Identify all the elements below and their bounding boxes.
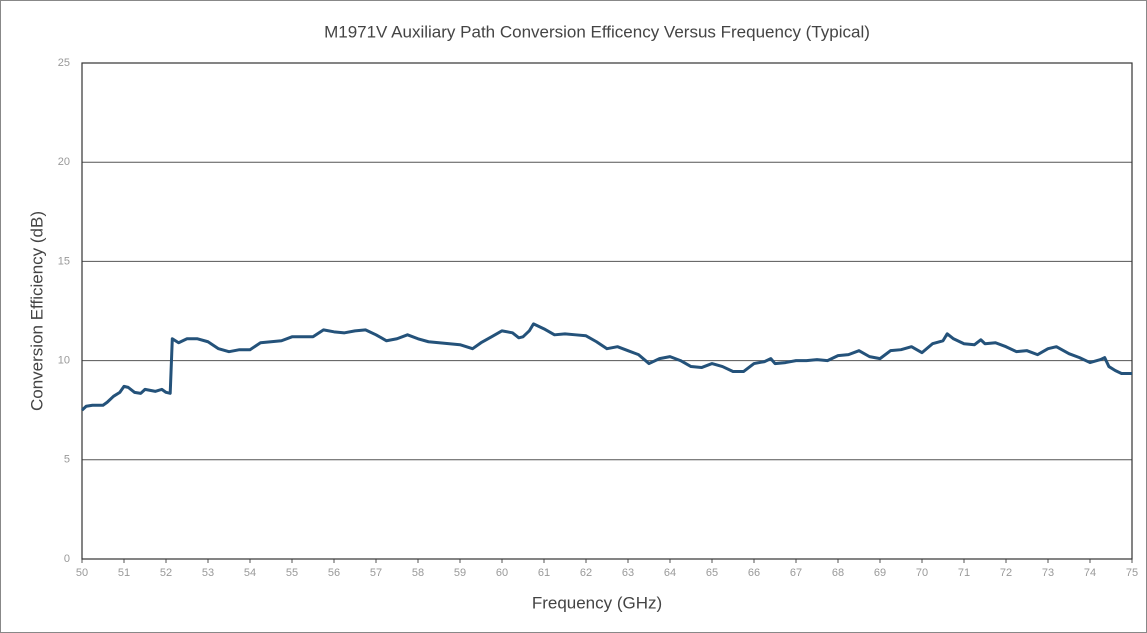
x-tick-label: 58	[412, 567, 424, 579]
y-tick-label: 20	[58, 156, 70, 168]
x-tick-label: 67	[790, 567, 802, 579]
x-tick-label: 56	[328, 567, 340, 579]
x-tick-label: 54	[244, 567, 256, 579]
x-tick-label: 73	[1042, 567, 1054, 579]
x-tick-label: 70	[916, 567, 928, 579]
y-tick-label: 5	[64, 454, 70, 466]
x-tick-label: 64	[664, 567, 676, 579]
x-tick-label: 52	[160, 567, 172, 579]
x-tick-label: 65	[706, 567, 718, 579]
x-tick-label: 51	[118, 567, 130, 579]
x-tick-label: 62	[580, 567, 592, 579]
x-tick-label: 53	[202, 567, 214, 579]
x-axis-title: Frequency (GHz)	[532, 593, 662, 612]
x-tick-label: 50	[76, 567, 88, 579]
y-tick-label: 10	[58, 355, 70, 367]
x-tick-label: 60	[496, 567, 508, 579]
y-tick-label: 15	[58, 255, 70, 267]
x-tick-label: 66	[748, 567, 760, 579]
x-tick-label: 61	[538, 567, 550, 579]
x-tick-label: 75	[1126, 567, 1138, 579]
plot-frame	[81, 62, 1133, 560]
x-tick-label: 68	[832, 567, 844, 579]
x-tick-label: 59	[454, 567, 466, 579]
y-tick-label: 25	[58, 57, 70, 69]
x-tick-label: 74	[1084, 567, 1096, 579]
x-tick-label: 72	[1000, 567, 1012, 579]
y-axis-title: Conversion Efficiency (dB)	[27, 211, 46, 411]
x-tick-label: 63	[622, 567, 634, 579]
x-tick-label: 69	[874, 567, 886, 579]
data-line	[80, 322, 1132, 412]
chart-title: M1971V Auxiliary Path Conversion Efficen…	[324, 22, 870, 41]
y-tick-label: 0	[64, 553, 70, 565]
x-tick-label: 55	[286, 567, 298, 579]
x-tick-label: 57	[370, 567, 382, 579]
x-tick-label: 71	[958, 567, 970, 579]
